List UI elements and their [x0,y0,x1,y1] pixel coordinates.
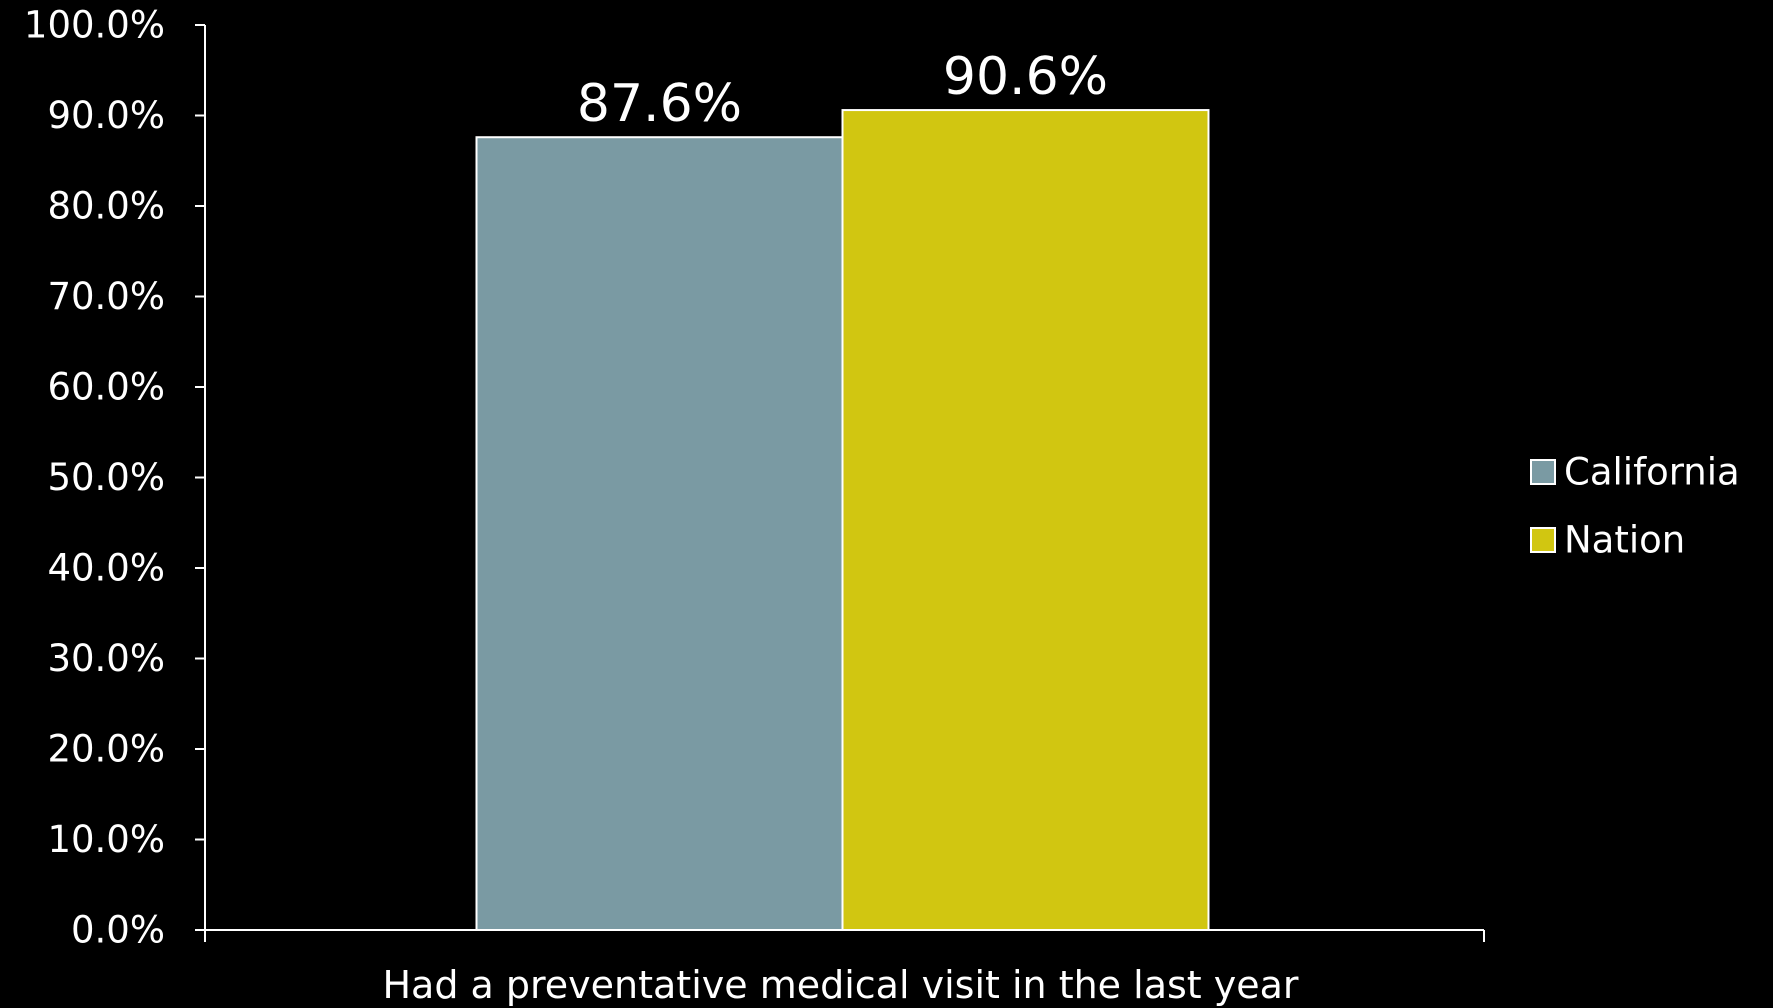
y-tick-label: 0.0% [71,909,165,952]
data-label-nation: 90.6% [943,47,1108,107]
y-tick-label: 60.0% [47,366,165,409]
legend-label-california: California [1564,451,1740,494]
y-tick-label: 70.0% [47,275,165,318]
data-label-california: 87.6% [577,74,742,134]
legend: California Nation [1530,451,1740,562]
bar-california [475,136,844,932]
bar-nation [841,109,1210,931]
axes [204,25,1485,942]
data-labels: 87.6% 90.6% [577,47,1108,134]
y-tick-label: 10.0% [47,818,165,861]
y-tick-label: 80.0% [47,185,165,228]
legend-label-nation: Nation [1564,519,1685,562]
y-tick-label: 30.0% [47,637,165,680]
category-labels: Had a preventative medical visit in the … [382,963,1298,1007]
legend-swatch-california [1530,459,1556,485]
y-tick-label: 40.0% [47,547,165,590]
y-tick-label: 100.0% [24,4,165,47]
legend-swatch-nation [1530,527,1556,553]
y-tick-label: 50.0% [47,456,165,499]
bars [475,109,1210,932]
y-tick-label: 90.0% [47,94,165,137]
y-axis-ticks: 0.0% 10.0% 20.0% 30.0% 40.0% 50.0% 60.0% 70.0% 8… [24,4,205,952]
category-label: Had a preventative medical visit in the … [382,963,1298,1007]
y-tick-label: 20.0% [47,728,165,771]
